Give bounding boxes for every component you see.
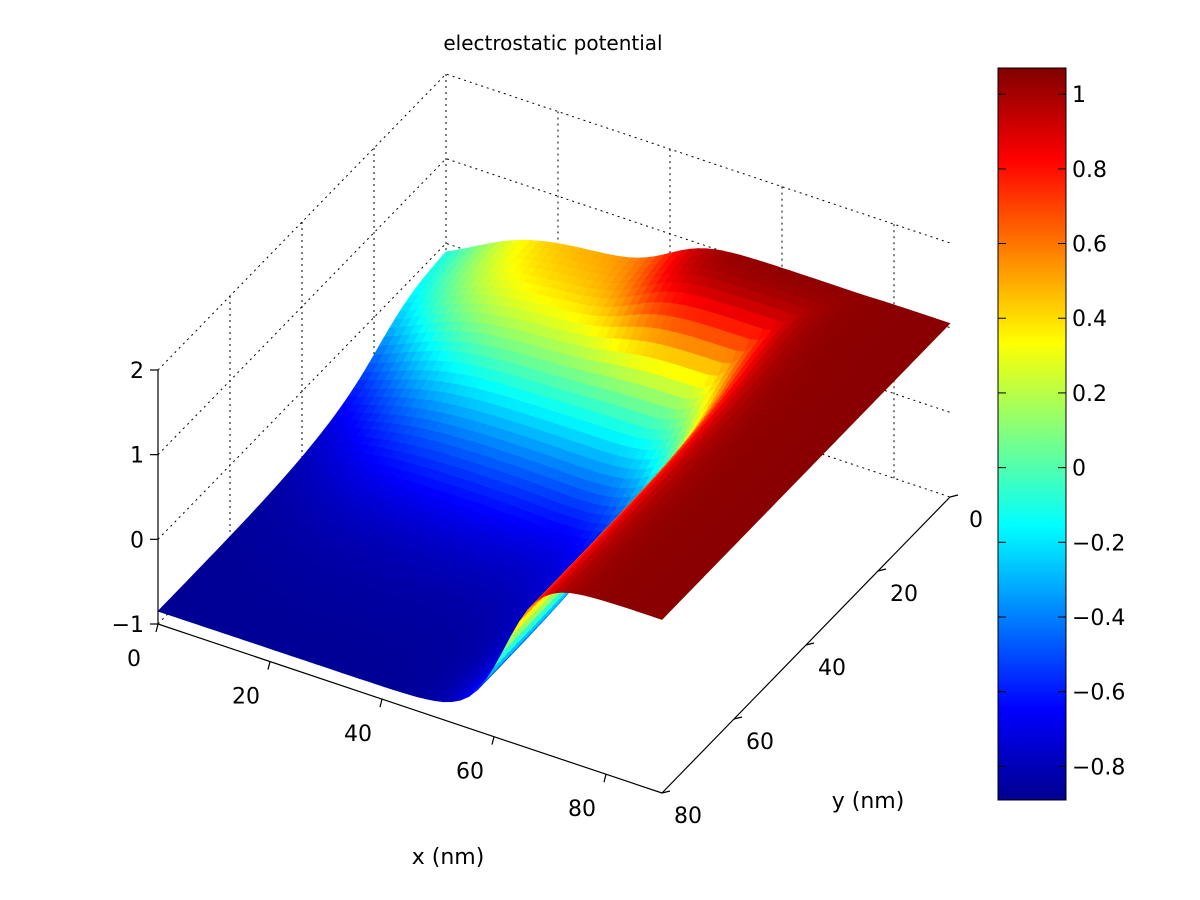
colorbar-tick-label: 0.2	[1072, 382, 1107, 407]
colorbar-tick-label: 0.8	[1072, 158, 1107, 183]
colorbar-tick-label: 0.6	[1072, 233, 1107, 258]
z-tick-label: −1	[112, 613, 144, 638]
y-tick-mark	[949, 494, 959, 498]
x-tick-label: 0	[127, 647, 141, 672]
x-tick-label: 80	[568, 797, 596, 822]
z-tick-label: 2	[130, 359, 144, 384]
chart-title: electrostatic potential	[443, 31, 662, 55]
y-tick-mark	[661, 790, 671, 794]
colorbar-tick-label: 0.4	[1072, 307, 1107, 332]
colorbar: 1 0.8 0.6 0.4 0.2 0 −0.2 −0.4 −0.6 −0.8	[997, 67, 1125, 801]
y-tick-label: 80	[674, 804, 702, 829]
y-ticks: 0 20 40 60 80	[661, 494, 983, 829]
potential-surface	[157, 239, 951, 703]
z-tick-label: 1	[130, 444, 144, 469]
colorbar-fill	[997, 67, 1067, 801]
colorbar-ticks: 1 0.8 0.6 0.4 0.2 0 −0.2 −0.4 −0.6 −0.8	[998, 83, 1125, 780]
colorbar-tick-label: −0.2	[1072, 531, 1125, 556]
x-tick-mark	[155, 623, 159, 633]
y-axis-label: y (nm)	[832, 789, 905, 814]
x-axis-label: x (nm)	[412, 845, 485, 870]
z-ticks: 2 1 0 −1	[112, 359, 158, 638]
colorbar-tick-label: 1	[1072, 83, 1086, 108]
x-tick-label: 60	[456, 760, 484, 785]
surface-cell	[157, 605, 173, 615]
y-tick-label: 60	[746, 730, 774, 755]
x-tick-mark	[491, 736, 495, 745]
y-tick-mark	[805, 642, 815, 646]
y-tick-mark	[877, 568, 887, 572]
x-tick-label: 20	[232, 685, 260, 710]
y-tick-label: 20	[890, 582, 918, 607]
z-tick-label: 0	[130, 528, 144, 553]
x-tick-label: 40	[344, 722, 372, 747]
colorbar-tick-label: −0.4	[1072, 606, 1125, 631]
x-tick-mark	[603, 774, 607, 783]
colorbar-tick-label: 0	[1072, 457, 1086, 482]
x-tick-mark	[267, 661, 271, 670]
y-tick-mark	[733, 716, 743, 720]
y-tick-label: 0	[969, 508, 983, 533]
x-tick-mark	[379, 698, 383, 708]
y-tick-label: 40	[818, 656, 846, 681]
colorbar-tick-label: −0.6	[1072, 681, 1125, 706]
colorbar-tick-label: −0.8	[1072, 755, 1125, 780]
x-ticks: 0 20 40 60 80	[127, 623, 607, 822]
